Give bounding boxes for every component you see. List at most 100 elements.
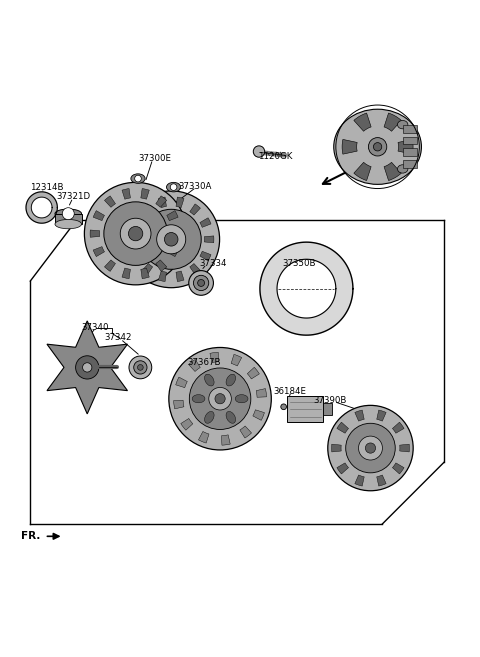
Polygon shape — [141, 189, 149, 199]
Polygon shape — [171, 230, 181, 237]
Polygon shape — [26, 192, 57, 223]
Polygon shape — [337, 463, 348, 474]
Text: 37321D: 37321D — [56, 192, 90, 201]
Wedge shape — [342, 139, 357, 154]
Polygon shape — [400, 444, 409, 452]
Polygon shape — [253, 410, 264, 420]
Polygon shape — [181, 419, 193, 430]
Circle shape — [365, 443, 375, 453]
Polygon shape — [158, 271, 167, 282]
Polygon shape — [200, 217, 211, 227]
Circle shape — [193, 275, 209, 290]
Polygon shape — [198, 432, 209, 443]
Circle shape — [76, 356, 99, 379]
Polygon shape — [122, 268, 131, 279]
Ellipse shape — [55, 219, 82, 229]
Bar — [288, 396, 323, 422]
Text: 37390B: 37390B — [313, 396, 347, 405]
Circle shape — [369, 137, 387, 156]
Polygon shape — [158, 197, 167, 208]
Circle shape — [169, 348, 271, 450]
Ellipse shape — [226, 411, 236, 423]
Polygon shape — [393, 463, 404, 474]
Bar — [403, 125, 417, 133]
Polygon shape — [132, 251, 143, 261]
Polygon shape — [167, 211, 178, 221]
Polygon shape — [176, 377, 187, 388]
Circle shape — [134, 361, 147, 374]
Text: 36184E: 36184E — [273, 386, 306, 396]
Polygon shape — [210, 352, 218, 363]
Polygon shape — [256, 388, 266, 397]
Polygon shape — [93, 211, 105, 221]
Ellipse shape — [397, 120, 408, 129]
Circle shape — [373, 143, 382, 151]
Polygon shape — [167, 246, 178, 257]
Polygon shape — [156, 260, 167, 271]
Circle shape — [328, 405, 413, 491]
Circle shape — [104, 202, 168, 265]
Ellipse shape — [397, 165, 408, 173]
Polygon shape — [176, 271, 184, 282]
Circle shape — [281, 404, 287, 409]
Ellipse shape — [204, 411, 214, 423]
Polygon shape — [174, 400, 184, 409]
Circle shape — [165, 233, 178, 246]
Text: 37342: 37342 — [105, 334, 132, 342]
Polygon shape — [393, 422, 404, 433]
Circle shape — [84, 183, 187, 285]
Polygon shape — [47, 321, 128, 414]
Text: 37334: 37334 — [200, 258, 227, 267]
Text: 37300E: 37300E — [138, 154, 171, 163]
Polygon shape — [377, 410, 386, 421]
Ellipse shape — [334, 109, 421, 185]
Circle shape — [215, 394, 225, 404]
Circle shape — [129, 356, 152, 379]
Polygon shape — [141, 268, 149, 279]
Bar — [55, 214, 82, 224]
Polygon shape — [231, 354, 242, 366]
Polygon shape — [142, 204, 153, 215]
Polygon shape — [355, 410, 364, 421]
Circle shape — [62, 208, 74, 219]
Polygon shape — [105, 196, 116, 208]
Circle shape — [123, 191, 219, 288]
Ellipse shape — [131, 174, 145, 183]
Circle shape — [120, 218, 151, 249]
Circle shape — [253, 146, 264, 157]
Circle shape — [137, 365, 143, 371]
Circle shape — [359, 436, 383, 460]
Polygon shape — [105, 260, 116, 271]
Bar — [403, 137, 417, 145]
Ellipse shape — [192, 395, 205, 403]
Circle shape — [170, 184, 177, 191]
Polygon shape — [132, 217, 143, 227]
Circle shape — [209, 388, 231, 410]
Wedge shape — [354, 162, 371, 181]
Polygon shape — [247, 367, 259, 379]
Polygon shape — [156, 196, 167, 208]
Text: 12314B: 12314B — [30, 183, 64, 192]
Polygon shape — [176, 197, 184, 208]
Polygon shape — [332, 444, 341, 452]
Wedge shape — [384, 113, 401, 131]
Polygon shape — [122, 189, 131, 199]
Bar — [403, 148, 417, 156]
Circle shape — [135, 175, 141, 182]
Circle shape — [156, 225, 186, 254]
Ellipse shape — [226, 374, 236, 386]
Polygon shape — [377, 475, 386, 486]
Circle shape — [141, 210, 201, 269]
Polygon shape — [355, 475, 364, 486]
Text: 37340: 37340 — [81, 323, 108, 332]
Polygon shape — [240, 426, 252, 438]
Circle shape — [189, 368, 251, 430]
Wedge shape — [354, 113, 371, 131]
Polygon shape — [142, 263, 153, 275]
Circle shape — [83, 363, 92, 372]
Ellipse shape — [235, 395, 248, 403]
Ellipse shape — [204, 374, 214, 386]
Text: 37330A: 37330A — [179, 182, 212, 191]
Bar — [403, 160, 417, 168]
Polygon shape — [337, 422, 348, 433]
